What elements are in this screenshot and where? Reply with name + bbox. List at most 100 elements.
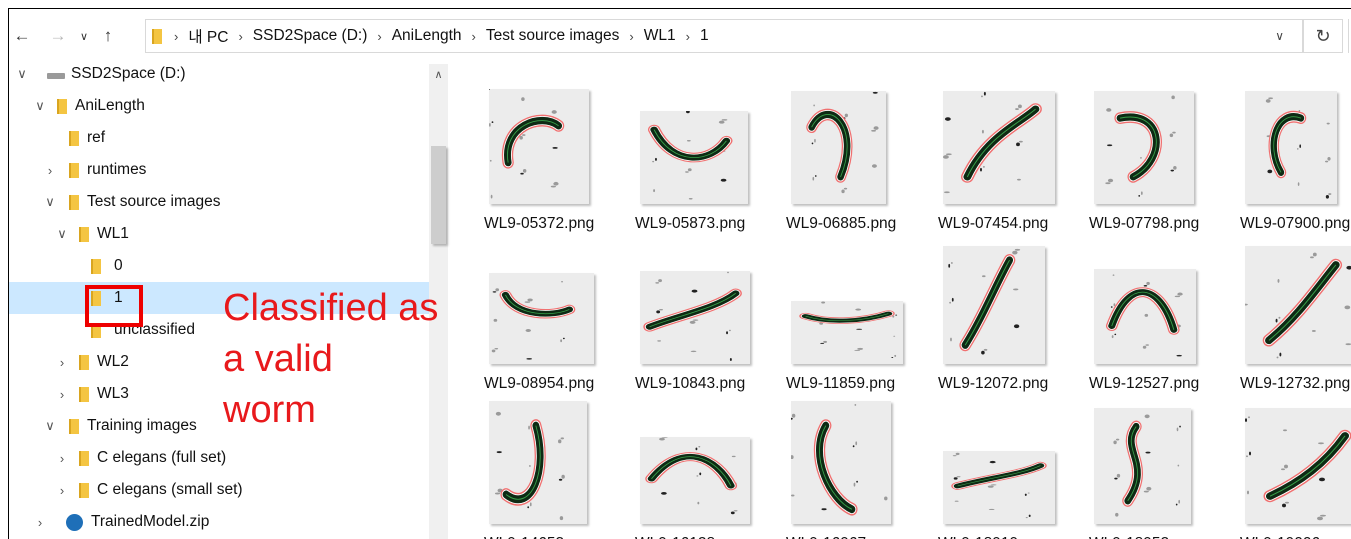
breadcrumb-item[interactable]: AniLength — [391, 27, 462, 44]
file-tile[interactable]: WL9-18919.png — [938, 391, 1088, 539]
chevron-right-icon[interactable]: › — [37, 514, 43, 530]
up-button[interactable]: ↑ — [97, 25, 119, 47]
chevron-down-icon[interactable]: ∨ — [57, 226, 67, 241]
tree-item[interactable]: ∨ Training images — [9, 410, 429, 442]
tree-item[interactable]: › WL2 — [9, 346, 429, 378]
tree-item-label: WL3 — [97, 385, 129, 402]
refresh-button[interactable]: ↻ — [1303, 19, 1343, 53]
file-tile[interactable]: WL9-07798.png — [1089, 71, 1239, 232]
file-tile[interactable]: WL9-11859.png — [786, 231, 936, 392]
file-tile[interactable]: WL9-12732.png — [1240, 231, 1351, 392]
chevron-down-icon[interactable]: ∨ — [35, 98, 45, 113]
breadcrumb-separator[interactable]: › — [174, 28, 179, 44]
image-thumbnail — [1094, 91, 1194, 204]
chevron-right-icon[interactable]: › — [59, 482, 65, 498]
chevron-down-icon: ∨ — [79, 30, 89, 43]
breadcrumb-separator[interactable]: › — [377, 28, 382, 44]
tree-item[interactable]: 0 — [9, 250, 429, 282]
breadcrumb-separator[interactable]: › — [238, 28, 243, 44]
chevron-right-icon[interactable]: › — [59, 450, 65, 466]
folder-icon — [91, 291, 101, 306]
tree-item[interactable]: › TrainedModel.zip — [9, 506, 429, 538]
recent-locations-button[interactable]: ∨ — [73, 25, 95, 47]
tree-item[interactable]: › C elegans (small set) — [9, 474, 429, 506]
folder-icon — [152, 28, 162, 44]
tree-item-label: C elegans (small set) — [97, 481, 243, 498]
arrow-left-icon: ← — [13, 26, 31, 45]
chevron-down-icon[interactable]: ∨ — [17, 66, 27, 81]
file-tile[interactable]: WL9-14653.png — [484, 391, 634, 539]
folder-icon — [79, 387, 89, 402]
folder-icon — [91, 259, 101, 274]
file-name: WL9-05873.png — [635, 215, 746, 232]
chevron-down-icon[interactable]: ∨ — [45, 194, 55, 209]
image-thumbnail — [791, 91, 886, 204]
tree-item[interactable]: › WL3 — [9, 378, 429, 410]
chevron-right-icon[interactable]: › — [59, 354, 65, 370]
chevron-right-icon[interactable]: › — [59, 386, 65, 402]
scrollbar-thumb[interactable] — [431, 146, 446, 244]
folder-icon — [79, 355, 89, 370]
file-name: WL9-19006.png — [1240, 535, 1351, 539]
breadcrumb-item[interactable]: Test source images — [485, 27, 620, 44]
file-tile[interactable]: WL9-05873.png — [635, 71, 785, 232]
file-name: WL9-05372.png — [484, 215, 595, 232]
image-thumbnail — [791, 401, 891, 524]
navigation-pane-scrollbar[interactable]: ∧ — [429, 64, 448, 539]
file-tile[interactable]: WL9-16967.png — [786, 391, 936, 539]
tree-item[interactable]: ∨ WL1 — [9, 218, 429, 250]
file-tile[interactable]: WL9-05372.png — [484, 71, 634, 232]
tree-item[interactable]: ref — [9, 122, 429, 154]
address-bar[interactable]: › 내 PC › SSD2Space (D:) › AniLength › Te… — [145, 19, 1303, 53]
image-thumbnail — [1245, 246, 1351, 364]
file-name: WL9-07900.png — [1240, 215, 1351, 232]
tree-item[interactable]: ∨ AniLength — [9, 90, 429, 122]
image-thumbnail — [1094, 269, 1196, 364]
search-box-edge[interactable] — [1348, 19, 1351, 53]
back-button[interactable]: ← — [11, 25, 33, 47]
address-history-dropdown[interactable]: ∨ — [1275, 29, 1284, 43]
tree-item[interactable]: › C elegans (full set) — [9, 442, 429, 474]
tree-item[interactable]: › runtimes — [9, 154, 429, 186]
file-tile[interactable]: WL9-07900.png — [1240, 71, 1351, 232]
file-tile[interactable]: WL9-12527.png — [1089, 231, 1239, 392]
tree-item[interactable]: ∨ Test source images — [9, 186, 429, 218]
file-name: WL9-10843.png — [635, 375, 746, 392]
folder-icon — [69, 131, 79, 146]
chevron-right-icon[interactable]: › — [47, 162, 53, 178]
image-thumbnail — [791, 301, 903, 364]
tree-item-label: ref — [87, 129, 106, 146]
file-name: WL9-07454.png — [938, 215, 1049, 232]
tree-item-label: TrainedModel.zip — [91, 513, 210, 530]
file-tile[interactable]: WL9-18952.png — [1089, 391, 1239, 539]
folder-icon — [79, 227, 89, 242]
tree-item-label: 1 — [114, 289, 123, 306]
breadcrumb-item[interactable]: SSD2Space (D:) — [252, 27, 368, 44]
image-thumbnail — [489, 89, 589, 204]
image-thumbnail — [640, 111, 748, 204]
breadcrumb-item[interactable]: 1 — [699, 27, 709, 44]
breadcrumb-separator[interactable]: › — [685, 28, 690, 44]
tree-item-label: runtimes — [87, 161, 147, 178]
file-tile[interactable]: WL9-10843.png — [635, 231, 785, 392]
file-tile[interactable]: WL9-06885.png — [786, 71, 936, 232]
forward-button[interactable]: → — [47, 25, 69, 47]
chevron-down-icon[interactable]: ∨ — [45, 418, 55, 433]
breadcrumb-separator[interactable]: › — [471, 28, 476, 44]
breadcrumb-item[interactable]: WL1 — [643, 27, 676, 44]
tree-item[interactable]: 1 — [9, 282, 429, 314]
file-explorer-window: ← → ∨ ↑ › 내 PC › SSD2Space (D:) › AniLen… — [8, 8, 1351, 539]
tree-item-label: C elegans (full set) — [97, 449, 227, 466]
file-tile[interactable]: WL9-07454.png — [938, 71, 1088, 232]
file-tile[interactable]: WL9-12072.png — [938, 231, 1088, 392]
breadcrumb-separator[interactable]: › — [629, 28, 634, 44]
file-tile[interactable]: WL9-08954.png — [484, 231, 634, 392]
scroll-up-button[interactable]: ∧ — [434, 68, 443, 81]
file-tile[interactable]: WL9-16128.png — [635, 391, 785, 539]
tree-item[interactable]: ∨ SSD2Space (D:) — [9, 58, 429, 90]
file-tile[interactable]: WL9-19006.png — [1240, 391, 1351, 539]
image-thumbnail — [943, 451, 1055, 524]
annotation-line: a valid — [223, 338, 333, 380]
breadcrumb-item[interactable]: 내 PC — [188, 29, 229, 46]
annotation-text: Classified as a valid worm — [223, 283, 483, 436]
